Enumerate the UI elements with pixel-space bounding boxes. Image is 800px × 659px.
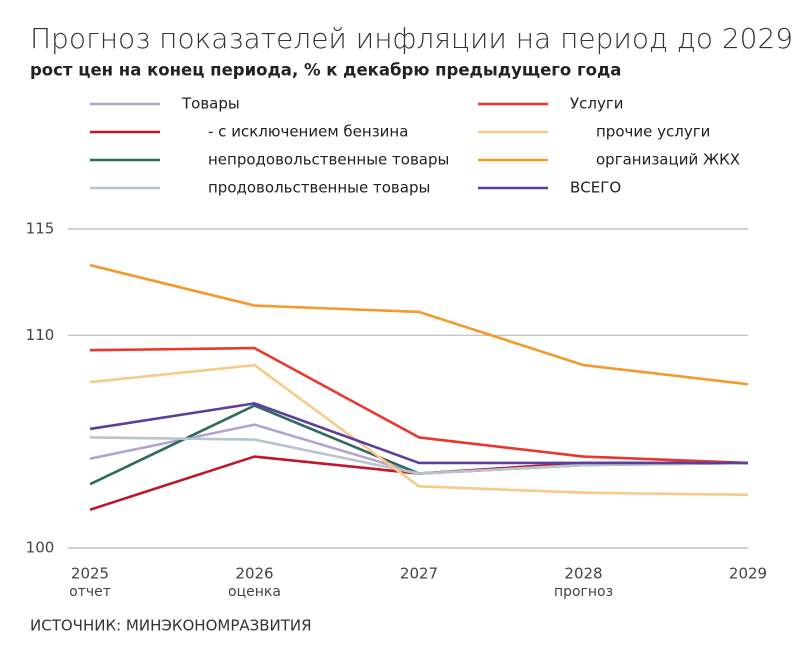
x-tick-note: отчет (69, 584, 111, 600)
x-tick-label: 2025 (71, 565, 109, 583)
legend-label: Товары (181, 95, 240, 113)
x-tick-label: 2028 (564, 565, 602, 583)
legend-label: - с исключением бензина (208, 123, 408, 141)
source: ИСТОЧНИК: МИНЭКОНОМРАЗВИТИЯ (30, 617, 312, 635)
legend-label: организаций ЖКХ (596, 151, 740, 169)
series-line (89, 263, 749, 386)
legend-label: ВСЕГО (570, 179, 621, 197)
legend-label: прочие услуги (596, 123, 710, 141)
legend-label: продовольственные товары (208, 179, 430, 197)
x-tick-note: оценка (228, 584, 281, 600)
y-tick-label: 110 (26, 326, 55, 344)
chart-subtitle: рост цен на конец периода, % к декабрю п… (30, 61, 621, 80)
series-line (89, 402, 748, 465)
x-tick-label: 2027 (400, 565, 438, 583)
chart-title: Прогноз показателей инфляции на период д… (30, 22, 800, 55)
y-tick-label: 115 (26, 220, 55, 238)
series-line (89, 346, 749, 465)
series-line (89, 436, 749, 475)
y-tick-label: 100 (26, 539, 55, 557)
x-tick-note: прогноз (554, 584, 613, 600)
x-tick-label: 2029 (729, 565, 767, 583)
series-line (89, 363, 749, 497)
legend-label: Услуги (570, 95, 623, 113)
legend-label: непродовольственные товары (208, 151, 449, 169)
x-tick-label: 2026 (235, 565, 273, 583)
